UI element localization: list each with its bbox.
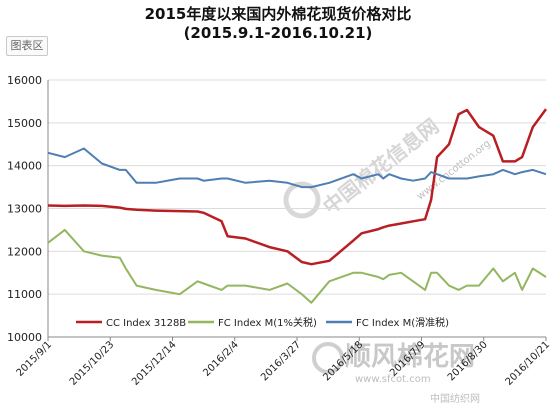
y-tick-label: 16000 xyxy=(7,74,42,87)
watermark-logo xyxy=(283,181,321,219)
y-axis: 10000 11000 12000 13000 14000 15000 16000 xyxy=(7,74,546,344)
watermark-text: www.sfcot.com xyxy=(355,374,431,385)
x-tick-label: 2016/3/27 xyxy=(259,339,303,383)
y-tick-label: 14000 xyxy=(7,160,42,173)
watermark-logo xyxy=(312,342,344,374)
x-tick-label: 2015/12/14 xyxy=(130,339,179,388)
watermark-text: 中国纺织网 xyxy=(430,392,480,405)
watermark-text: www.cncotton.org xyxy=(415,138,493,202)
y-tick-label: 15000 xyxy=(7,117,42,130)
chart-title: 2015年度以来国内外棉花现货价格对比 xyxy=(144,5,412,23)
legend-label: CC Index 3128B xyxy=(106,318,186,329)
y-tick-label: 10000 xyxy=(7,331,42,344)
legend: CC Index 3128B FC Index M(1%关税) FC Index M… xyxy=(76,316,449,329)
x-tick-label: 2015/10/23 xyxy=(68,339,117,388)
x-tick-label: 2015/9/1 xyxy=(15,339,55,379)
watermark-text: 中国棉花信息网 xyxy=(318,114,443,219)
series-line-3 xyxy=(47,147,547,189)
y-tick-label: 13000 xyxy=(7,203,42,216)
watermark-text: 顺风棉花网 xyxy=(345,342,475,372)
x-tick-label: 2016/2/4 xyxy=(201,339,241,379)
series-line-2 xyxy=(47,228,547,304)
chart-subtitle: (2015.9.1-2016.10.21) xyxy=(183,24,373,42)
y-tick-label: 11000 xyxy=(7,288,42,301)
chart-area-button[interactable]: 图表区 xyxy=(6,36,48,56)
series-line-1 xyxy=(47,108,548,266)
y-tick-label: 12000 xyxy=(7,245,42,258)
legend-label: FC Index M(1%关税) xyxy=(218,316,317,329)
x-tick-label: 2016/10/21 xyxy=(504,339,553,388)
legend-label: FC Index M(滑准税) xyxy=(356,316,449,329)
series-lines xyxy=(47,108,548,304)
